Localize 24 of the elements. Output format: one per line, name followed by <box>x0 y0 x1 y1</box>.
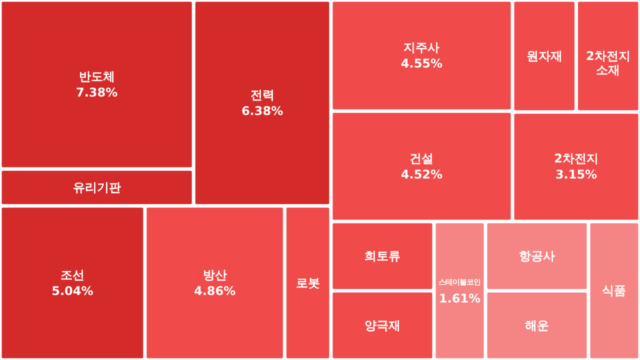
data-label: 5.04% <box>52 284 94 298</box>
category-label: 항공사 <box>518 249 555 264</box>
data-label: 1.61% <box>438 292 481 306</box>
data-label: 3.15% <box>555 168 598 182</box>
data-label: 4.52% <box>400 167 443 182</box>
category-label: 해운 <box>524 318 549 332</box>
category-label: 지주사 <box>404 40 440 55</box>
category-label: 조선 <box>60 268 84 282</box>
category-label: 2차전지 <box>554 152 598 166</box>
category-label: 원자재 <box>526 48 562 63</box>
data-label: 4.86% <box>194 284 236 298</box>
data-label: 6.38% <box>241 104 284 118</box>
category-label: 2차전지 소재 <box>586 48 630 77</box>
category-label: 유리기판 <box>72 180 121 194</box>
category-label: 식품 <box>602 284 626 298</box>
category-label: 희토류 <box>364 249 400 264</box>
category-label: 양극재 <box>364 318 400 332</box>
category-label: 전력 <box>250 88 274 102</box>
category-label: 반도체 <box>78 69 115 84</box>
category-label: 로봇 <box>296 276 320 290</box>
data-label: 7.38% <box>76 85 118 100</box>
data-label: 4.55% <box>400 56 443 71</box>
category-label: 건설 <box>410 151 434 166</box>
category-label: 방산 <box>202 268 227 282</box>
